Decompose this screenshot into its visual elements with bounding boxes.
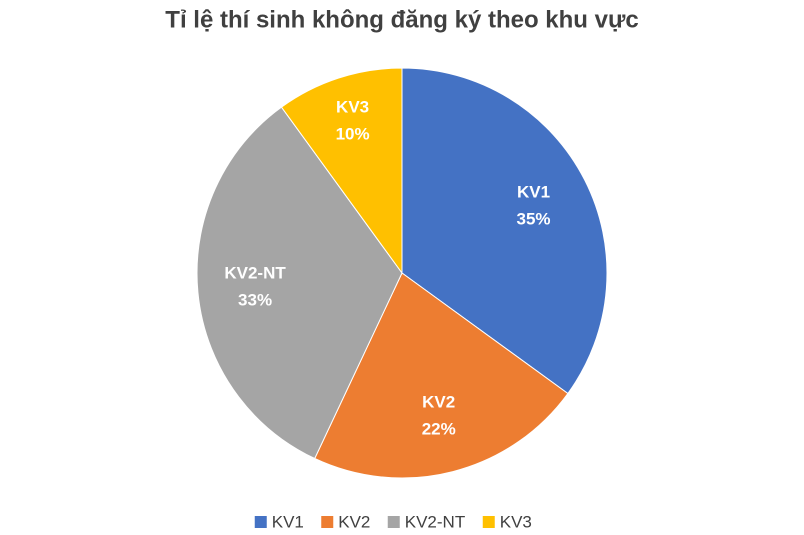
slice-value-label: 35% [516,209,550,228]
legend-swatch [482,516,495,528]
chart-title: Tỉ lệ thí sinh không đăng ký theo khu vự… [165,6,638,33]
slice-value-label: 10% [336,124,370,143]
pie-slice [280,67,403,275]
slice-category-label: KV2 [422,392,455,411]
slice-category-label: KV1 [517,182,550,201]
legend-label: KV3 [500,512,532,531]
slice-value-label: 22% [422,419,456,438]
legend-label: KV2 [338,512,370,531]
slice-value-label: 33% [238,290,272,309]
legend-swatch [254,516,267,528]
slice-category-label: KV3 [336,97,369,116]
legend-label: KV2-NT [405,512,465,531]
legend-label: KV1 [272,512,304,531]
legend-swatch [387,516,400,528]
pie-slice [196,106,403,460]
pie-slice [401,67,608,395]
slice-category-label: KV2-NT [224,263,286,282]
legend-swatch [321,516,334,528]
